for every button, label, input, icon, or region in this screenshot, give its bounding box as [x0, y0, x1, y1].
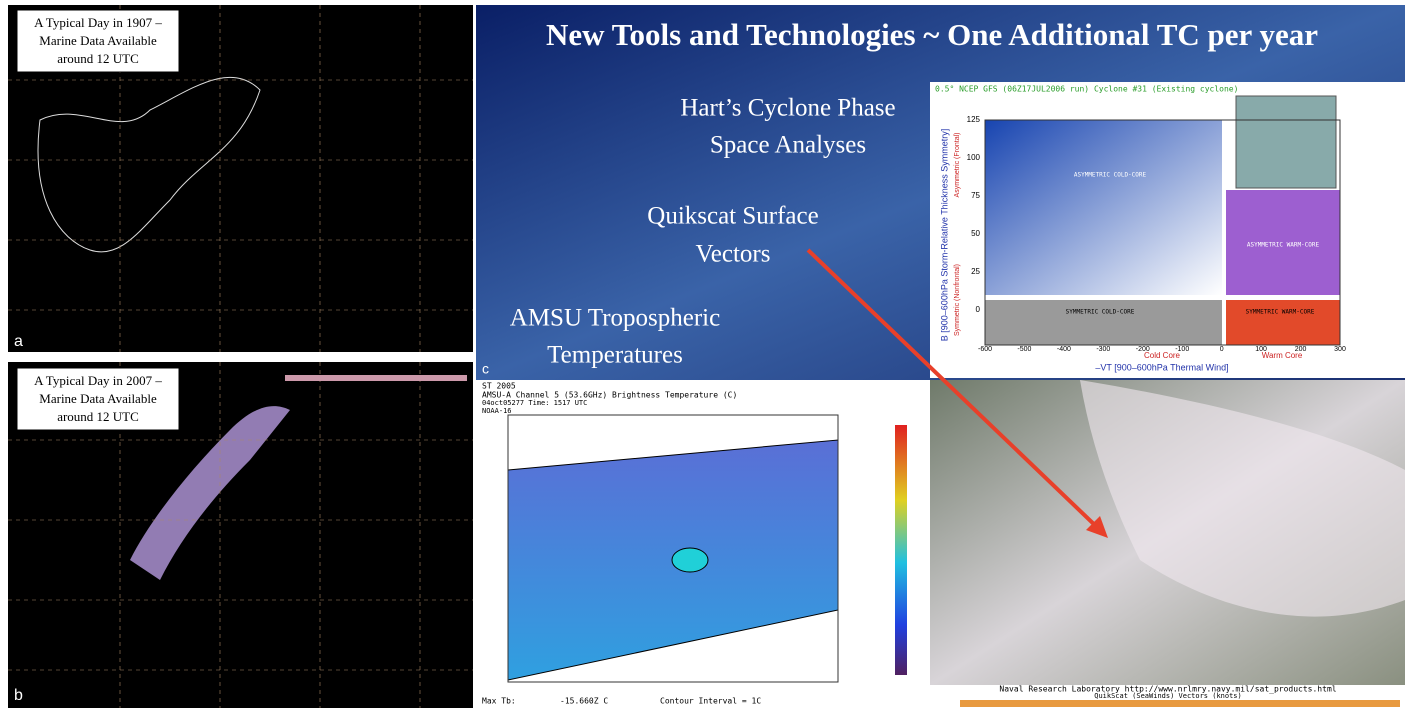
footer-text: Contour Interval = 1C — [660, 697, 761, 706]
header-line: NOAA-16 — [482, 407, 512, 415]
diagram-title: 0.5° NCEP GFS (06Z17JUL2006 run) Cyclone… — [935, 85, 1238, 94]
color-scale — [285, 375, 467, 381]
annotation: AMSU Tropospheric — [510, 305, 720, 332]
panel-label: c — [482, 361, 489, 377]
annotation: Hart’s Cyclone Phase — [680, 95, 895, 122]
y-tick-label: 50 — [971, 229, 980, 238]
core-label: Cold Core — [1144, 351, 1181, 360]
footer-text: Max Tb: — [482, 697, 516, 706]
side-label: Symmetric (Nonfrontal) — [954, 264, 961, 336]
panel-c: New Tools and Technologies ~ One Additio… — [476, 5, 1405, 708]
y-tick-label: 25 — [971, 267, 980, 276]
region-symmetric-warm — [1226, 300, 1340, 345]
region-label: ASYMMETRIC WARM-CORE — [1247, 242, 1320, 249]
panel-a: A Typical Day in 1907 – Marine Data Avai… — [8, 5, 473, 352]
pointer-arrow — [806, 248, 1102, 532]
annotation: Quikscat Surface — [647, 203, 818, 230]
warm-anomaly — [671, 547, 709, 573]
annotation: Temperatures — [547, 342, 683, 369]
colorbar — [895, 425, 907, 675]
header-line: 04oct05277 Time: 1517 UTC — [482, 399, 587, 407]
footer-text: QuikScat (SeaWinds) Vectors (knots) — [1094, 692, 1242, 700]
y-tick-label: 125 — [967, 115, 981, 124]
plot-frame — [507, 414, 839, 683]
x-tick-label: -100 — [1175, 346, 1189, 353]
plot-frame — [984, 119, 1341, 346]
arrow-head — [1086, 516, 1108, 538]
annotation: Space Analyses — [710, 132, 866, 159]
x-tick-label: 200 — [1295, 346, 1307, 353]
x-tick-label: 300 — [1334, 346, 1346, 353]
region-label: ASYMMETRIC COLD-CORE — [1074, 172, 1147, 179]
amsu-panel: ST 2005 AMSU-A Channel 5 (53.6GHz) Brigh… — [476, 380, 930, 708]
header-line: ST 2005 — [482, 382, 516, 391]
caption-box — [16, 367, 180, 431]
y-axis-label: B [900–600hPa Storm-Relative Thickness S… — [939, 129, 949, 341]
region-asymmetric-warm — [1226, 190, 1340, 295]
region-symmetric-cold — [985, 300, 1222, 345]
header-line: AMSU-A Channel 5 (53.6GHz) Brightness Te… — [482, 391, 737, 400]
phase-space-diagram: 0.5° NCEP GFS (06Z17JUL2006 run) Cyclone… — [930, 82, 1405, 378]
caption-box — [16, 9, 180, 73]
annotation: Vectors — [696, 241, 771, 268]
cloud-shield — [1080, 380, 1405, 617]
caption-line: around 12 UTC — [57, 51, 139, 66]
panel-b: A Typical Day in 2007 – Marine Data Avai… — [8, 362, 473, 708]
coastline — [37, 76, 261, 253]
panel-title: New Tools and Technologies ~ One Additio… — [546, 17, 1318, 52]
footer-text: -15.660Z C — [560, 697, 608, 706]
x-tick-label: -200 — [1136, 346, 1150, 353]
track-map-inset — [1235, 95, 1337, 189]
quikscat-panel: Naval Research Laboratory http://www.nrl… — [930, 380, 1405, 708]
wind-color-scale — [960, 700, 1400, 707]
caption-line: A Typical Day in 1907 – — [34, 15, 162, 30]
caption-line: Marine Data Available — [39, 391, 157, 406]
x-tick-label: -600 — [978, 346, 992, 353]
x-axis-label: –VT [900–600hPa Thermal Wind] — [1095, 362, 1228, 372]
y-tick-label: 100 — [967, 153, 981, 162]
x-tick-label: 0 — [1220, 346, 1224, 353]
y-tick-label: 75 — [971, 191, 980, 200]
grid — [8, 5, 473, 352]
observation-cluster — [130, 406, 290, 580]
caption-line: Marine Data Available — [39, 33, 157, 48]
footer-text: Naval Research Laboratory http://www.nrl… — [999, 685, 1336, 694]
region-label: SYMMETRIC COLD-CORE — [1066, 309, 1135, 316]
x-tick-label: -500 — [1017, 346, 1031, 353]
core-label: Warm Core — [1262, 351, 1303, 360]
caption-line: around 12 UTC — [57, 409, 139, 424]
side-label: Asymmetric (Frontal) — [954, 133, 961, 198]
region-label: SYMMETRIC WARM-CORE — [1246, 309, 1315, 316]
x-tick-label: 100 — [1255, 346, 1267, 353]
x-tick-label: -400 — [1057, 346, 1071, 353]
caption-line: A Typical Day in 2007 – — [34, 373, 162, 388]
panel-label: a — [14, 333, 23, 350]
y-tick-label: 0 — [976, 305, 981, 314]
region-asymmetric-cold — [985, 120, 1222, 295]
x-tick-label: -300 — [1096, 346, 1110, 353]
panel-label: b — [14, 687, 23, 704]
